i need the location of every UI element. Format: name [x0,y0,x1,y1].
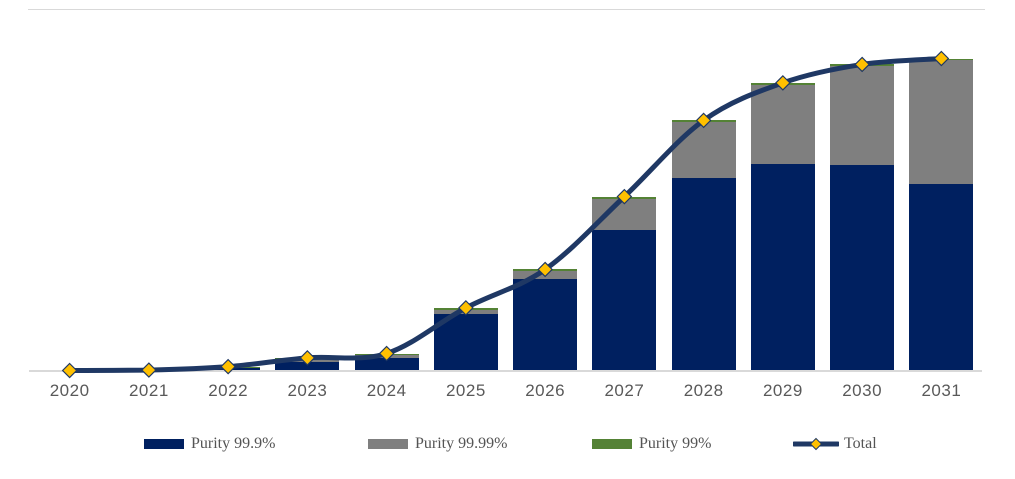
legend: Purity 99.9% Purity 99.99% Purity 99% To… [0,432,1015,458]
x-axis-label-2030: 2030 [842,381,883,400]
x-axis-label-2021: 2021 [128,381,169,400]
chart-frame-top-border [28,9,985,10]
legend-label-purity-99: Purity 99% [639,435,712,452]
x-axis-label-2029: 2029 [762,381,803,400]
legend-label-purity-99-99: Purity 99.99% [415,435,508,452]
x-axis-label-2025: 2025 [445,381,486,400]
legend-item-purity-99: Purity 99% [592,432,711,456]
legend-item-purity-99-9: Purity 99.9% [144,432,275,456]
legend-label-purity-99-9: Purity 99.9% [191,435,276,452]
legend-label-total: Total [844,435,877,452]
legend-swatch-purity-99-9 [144,439,184,449]
legend-swatch-purity-99-99 [368,439,408,449]
legend-item-purity-99-99: Purity 99.99% [368,432,507,456]
x-axis-label-2028: 2028 [683,381,724,400]
legend-swatch-purity-99 [592,439,632,449]
x-axis-label-2026: 2026 [525,381,566,400]
x-axis-label-2024: 2024 [366,381,407,400]
x-axis-label-2031: 2031 [921,381,962,400]
x-axis-label-2020: 2020 [49,381,90,400]
x-axis-label-2023: 2023 [287,381,328,400]
x-axis-label-2022: 2022 [208,381,249,400]
x-axis-label-2027: 2027 [604,381,645,400]
total-line-marker-icon [793,437,839,451]
legend-item-total: Total [793,432,877,456]
